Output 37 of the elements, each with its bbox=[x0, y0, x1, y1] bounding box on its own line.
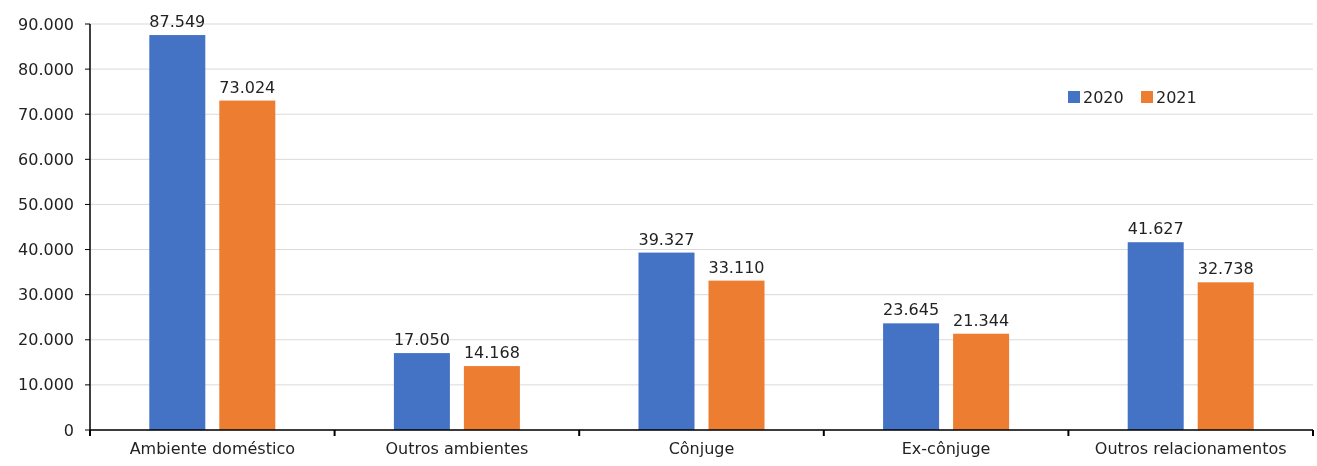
y-tick-label: 80.000 bbox=[18, 59, 74, 79]
data-label: 39.327 bbox=[638, 229, 695, 249]
y-tick-label: 20.000 bbox=[18, 330, 74, 350]
data-label: 21.344 bbox=[953, 310, 1010, 330]
legend-label: 2021 bbox=[1156, 88, 1197, 107]
y-tick-label: 90.000 bbox=[18, 14, 74, 34]
bar bbox=[638, 252, 695, 430]
bar bbox=[463, 366, 520, 430]
y-tick-label: 0 bbox=[63, 420, 74, 440]
x-tick-label: Outros ambientes bbox=[385, 439, 529, 458]
data-label: 73.024 bbox=[219, 77, 276, 97]
bar bbox=[1197, 282, 1254, 430]
x-tick-label: Outros relacionamentos bbox=[1094, 439, 1287, 458]
y-tick-label: 50.000 bbox=[18, 195, 74, 215]
bar bbox=[149, 35, 206, 430]
data-label: 14.168 bbox=[463, 343, 520, 363]
data-label: 41.627 bbox=[1127, 219, 1184, 239]
y-tick-label: 30.000 bbox=[18, 285, 74, 305]
x-tick-label: Cônjuge bbox=[668, 439, 735, 458]
bar bbox=[953, 333, 1010, 430]
bar bbox=[883, 323, 940, 430]
y-tick-label: 10.000 bbox=[18, 375, 74, 395]
bar bbox=[219, 100, 276, 430]
bar bbox=[393, 353, 450, 430]
y-tick-label: 40.000 bbox=[18, 240, 74, 260]
data-label: 32.738 bbox=[1197, 259, 1254, 279]
data-label: 33.110 bbox=[708, 257, 765, 277]
data-label: 23.645 bbox=[883, 300, 940, 320]
data-label: 87.549 bbox=[149, 12, 206, 32]
bar bbox=[1127, 242, 1184, 430]
data-label: 17.050 bbox=[393, 330, 450, 350]
legend-label: 2020 bbox=[1083, 88, 1124, 107]
x-tick-label: Ambiente doméstico bbox=[129, 439, 295, 458]
y-tick-label: 70.000 bbox=[18, 104, 74, 124]
x-tick-label: Ex-cônjuge bbox=[901, 439, 991, 458]
y-tick-label: 60.000 bbox=[18, 149, 74, 169]
bar bbox=[708, 280, 765, 430]
